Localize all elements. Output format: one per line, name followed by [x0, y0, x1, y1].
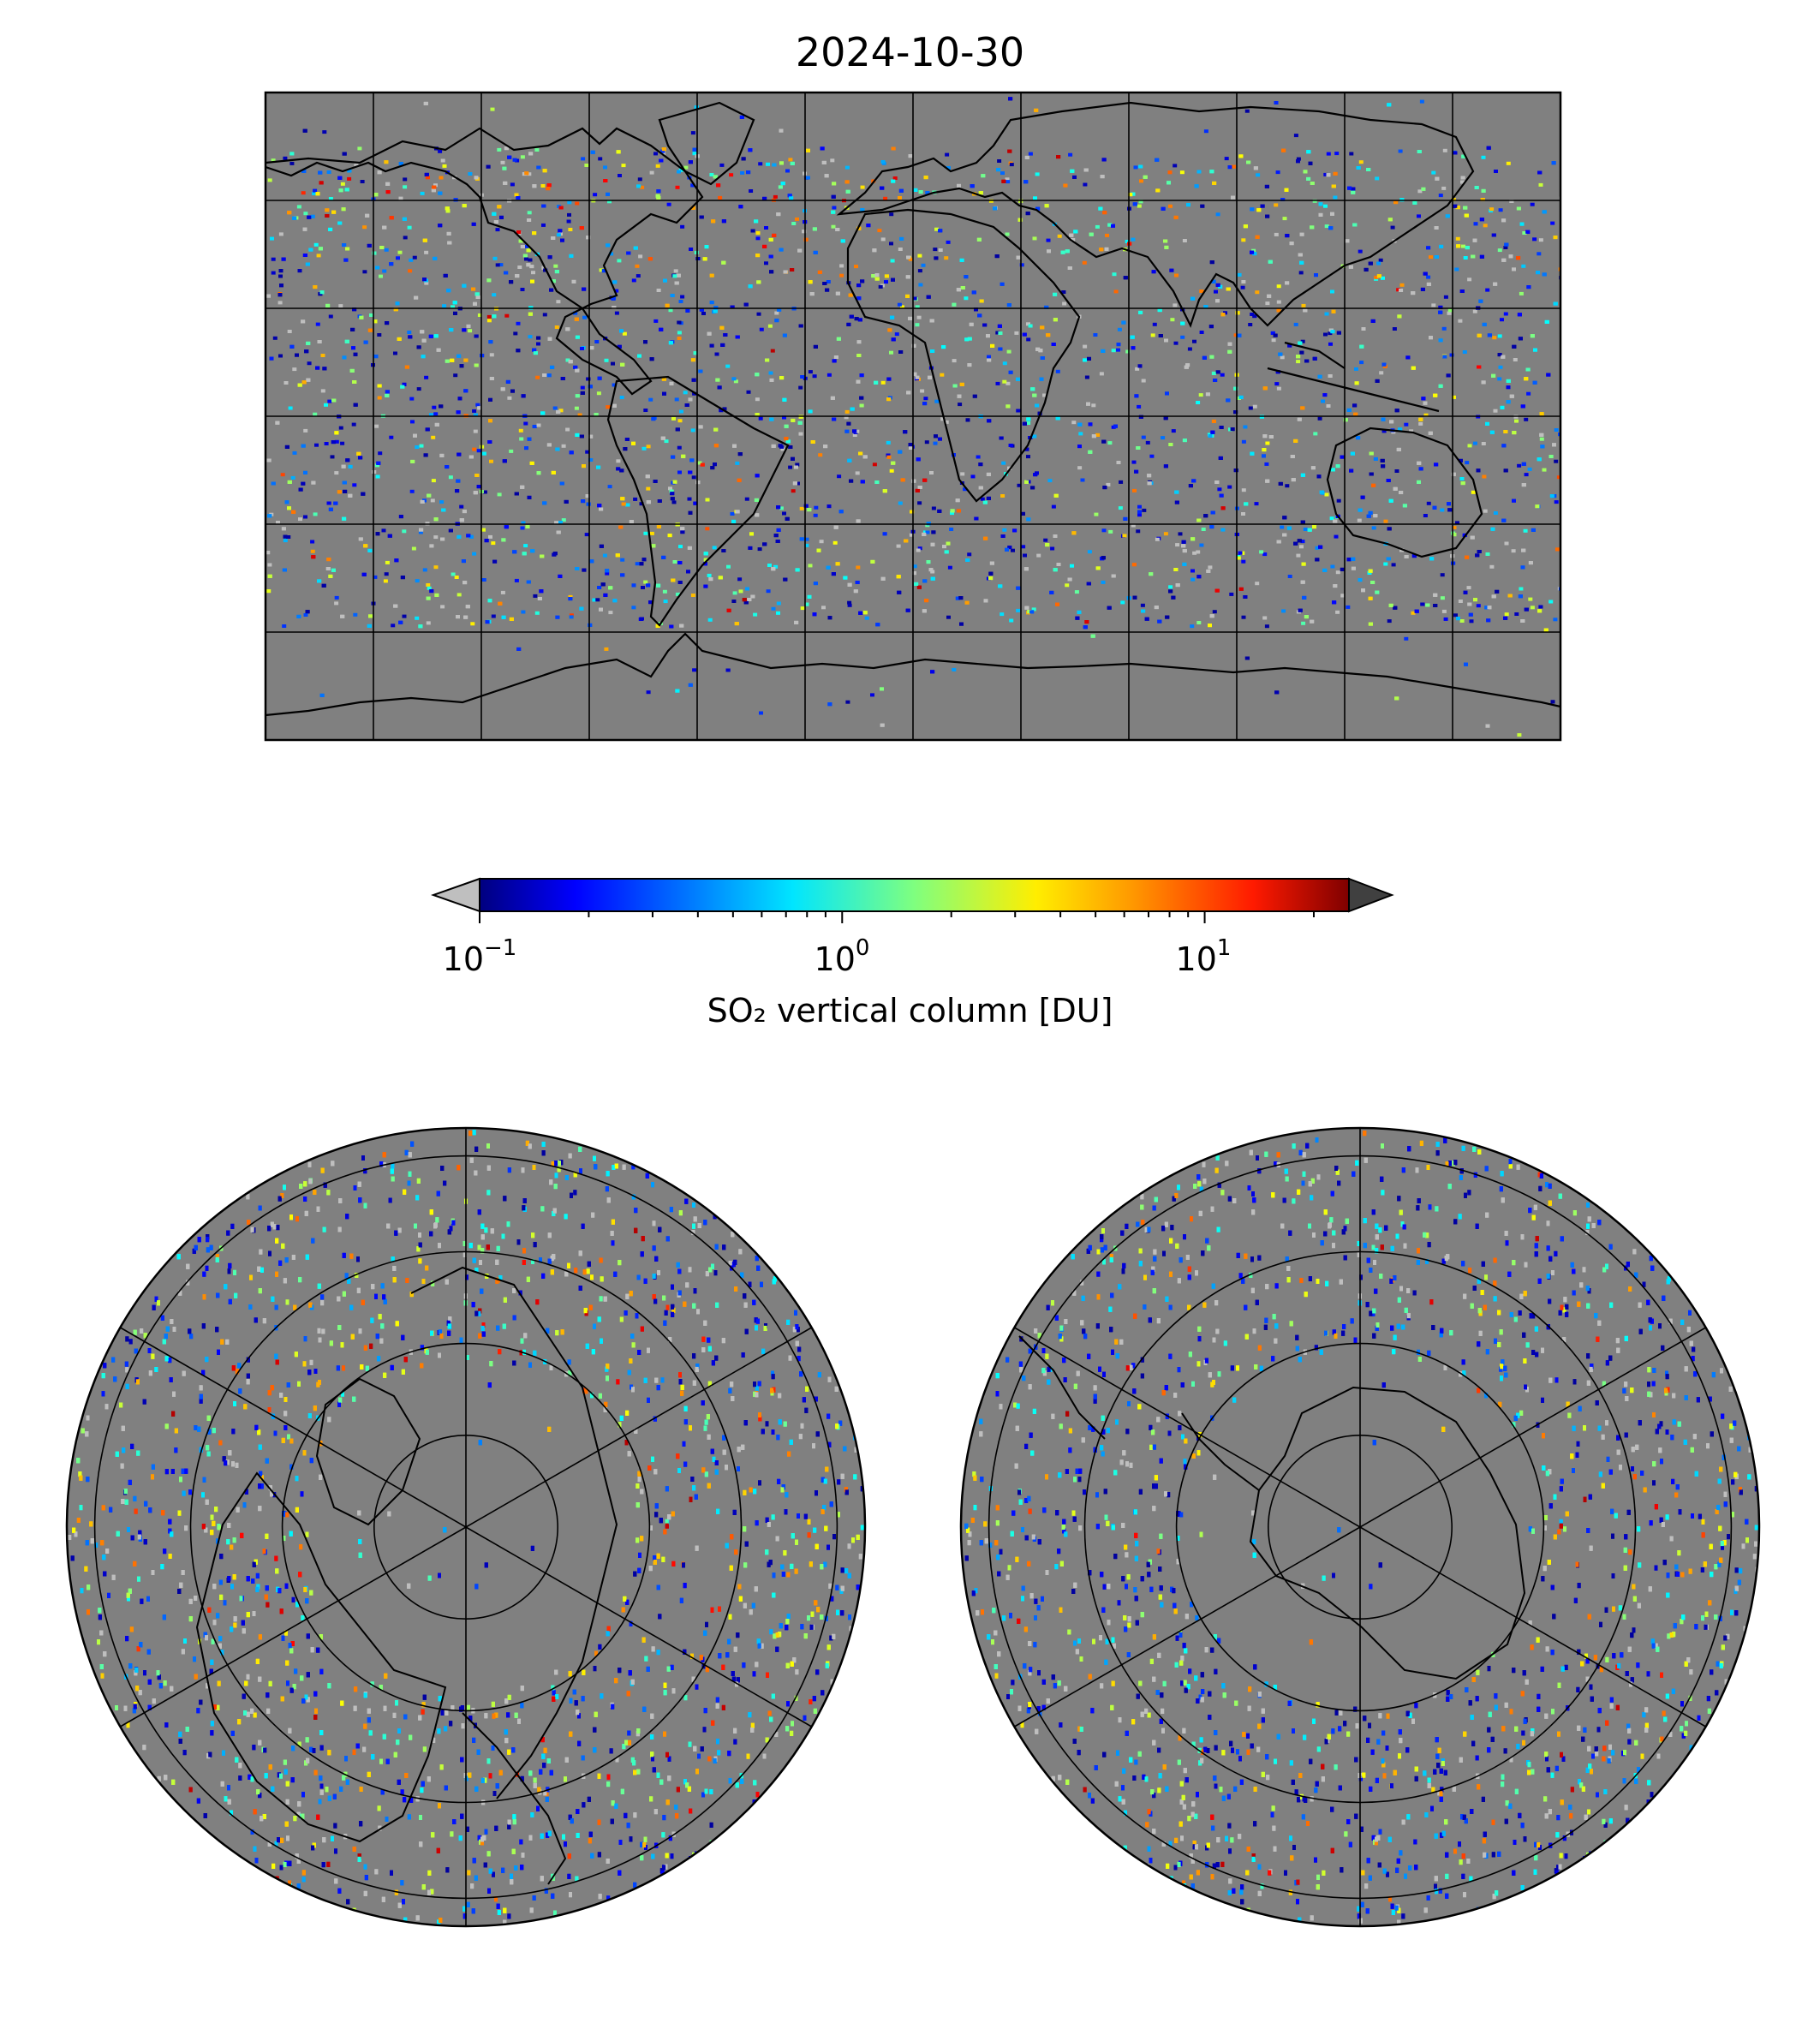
colorbar-label: SO₂ vertical column [DU]: [707, 992, 1113, 1029]
colorbar-tick-base-1: 10: [814, 940, 856, 978]
north-polar-map: [65, 1126, 867, 1928]
coastline-africa: [846, 208, 1081, 503]
coastline-scandinavia: [462, 1712, 567, 1885]
global-map-frame: [264, 91, 1562, 742]
north-coastlines: [195, 1266, 618, 1885]
colorbar-extend-under: [430, 877, 480, 913]
colorbar-frame: [479, 878, 1350, 912]
south-map-frame: [959, 1126, 1761, 1928]
coastline-antarctica-polar: [1249, 1386, 1526, 1680]
south-polar-map: [959, 1126, 1761, 1928]
colorbar-extend-over: [1348, 877, 1394, 913]
south-gridlines: [988, 1128, 1733, 1926]
colorbar-gradient: [480, 879, 1349, 911]
coastline-australia: [1326, 427, 1483, 558]
colorbar-tick-exp-0: −1: [484, 935, 517, 961]
south-coastlines: [1018, 1335, 1526, 1680]
colorbar-ticks: [479, 911, 1315, 923]
coastline-canada-arctic: [195, 1471, 447, 1843]
colorbar-tick-label-1: 100: [814, 937, 870, 978]
global-map: [264, 91, 1562, 742]
figure-title: 2024-10-30: [795, 29, 1025, 75]
colorbar-tick-exp-1: 0: [855, 935, 870, 961]
coastline-siberia: [410, 1266, 618, 1799]
colorbar: [430, 877, 1394, 923]
colorbar-tick-base-0: 10: [442, 940, 485, 978]
colorbar-tick-label-0: 10−1: [442, 937, 517, 978]
north-so2-field: [68, 1130, 865, 1925]
coastline-antarctic-peninsula: [1181, 1412, 1260, 1491]
coastline-indonesia: [1267, 341, 1440, 413]
global-so2-field: [266, 97, 1560, 737]
north-map-frame: [65, 1126, 867, 1928]
coastline-south-america: [606, 375, 790, 627]
coastline-north-america: [266, 127, 704, 396]
global-gridlines: [266, 92, 1560, 740]
colorbar-tick-label-2: 101: [1175, 937, 1232, 978]
north-gridlines: [93, 1128, 838, 1926]
coastline-greenland: [658, 101, 755, 186]
coastline-eurasia: [836, 101, 1475, 328]
colorbar-tick-base-2: 10: [1175, 940, 1217, 978]
coastline-south-america-tip: [1018, 1335, 1106, 1440]
colorbar-tick-exp-2: 1: [1216, 935, 1232, 961]
